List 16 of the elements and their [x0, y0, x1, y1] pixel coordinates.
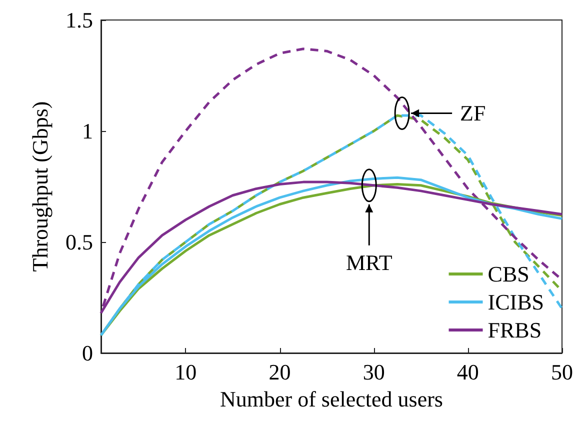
- y-tick-label: 1: [82, 118, 93, 144]
- annotation: MRT: [346, 250, 393, 275]
- x-tick-label: 40: [456, 360, 479, 384]
- x-tick-label: 50: [551, 360, 573, 384]
- x-tick-label: 20: [268, 360, 291, 384]
- x-tick-label: 30: [362, 360, 385, 384]
- y-tick-label: 0: [82, 340, 93, 366]
- x-tick-label: 10: [174, 360, 197, 384]
- legend-label: CBS: [488, 262, 530, 286]
- annotation: ZF: [460, 100, 486, 126]
- x-axis-title: Number of selected users: [220, 386, 443, 412]
- y-axis-title: Throughput (Gbps): [28, 101, 52, 272]
- y-tick-label: 0.5: [66, 230, 93, 254]
- legend-label: ICIBS: [488, 290, 544, 314]
- legend-label: FRBS: [488, 318, 542, 342]
- y-tick-label: 1.5: [66, 8, 93, 32]
